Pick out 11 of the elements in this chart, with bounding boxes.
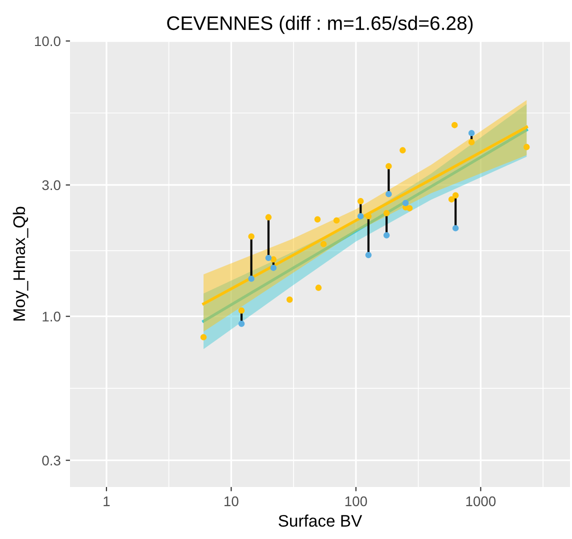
x-tick-label: 100 <box>345 496 367 506</box>
y-axis-title: Moy_Hmax_Qb <box>12 206 28 321</box>
chart-title: CEVENNES (diff : m=1.65/sd=6.28) <box>167 16 473 34</box>
y-tick-label: 0.3 <box>42 456 60 466</box>
y-tick-label: 1.0 <box>42 312 60 322</box>
x-axis-title: Surface BV <box>278 514 362 527</box>
y-tick-label: 10.0 <box>35 36 60 46</box>
x-tick-label: 1000 <box>466 496 496 506</box>
x-tick-label: 1 <box>104 496 110 506</box>
x-tick-label: 10 <box>224 496 238 506</box>
y-tick-label: 3.0 <box>42 180 60 190</box>
